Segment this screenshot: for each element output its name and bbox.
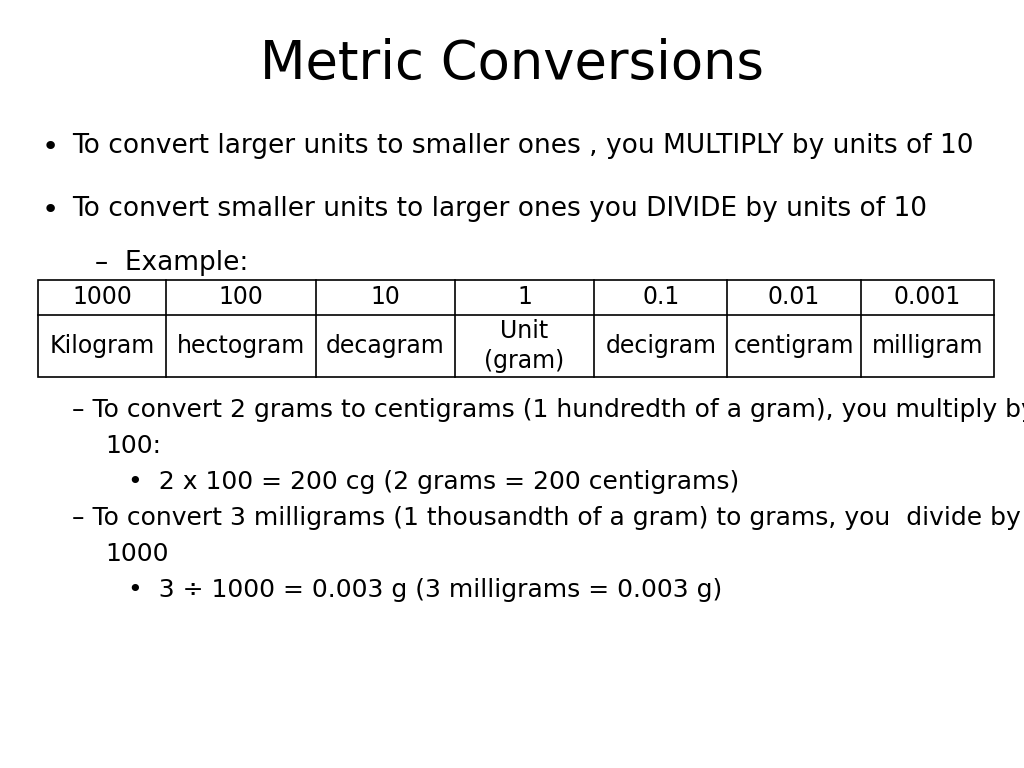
Text: 100:: 100: bbox=[105, 434, 161, 458]
Text: •  3 ÷ 1000 = 0.003 g (3 milligrams = 0.003 g): • 3 ÷ 1000 = 0.003 g (3 milligrams = 0.0… bbox=[128, 578, 722, 602]
Text: •: • bbox=[42, 196, 59, 224]
Text: 0.01: 0.01 bbox=[768, 286, 820, 310]
Text: Metric Conversions: Metric Conversions bbox=[260, 38, 764, 90]
Text: – To convert 2 grams to centigrams (1 hundredth of a gram), you multiply by: – To convert 2 grams to centigrams (1 hu… bbox=[72, 398, 1024, 422]
Text: To convert larger units to smaller ones , you MULTIPLY by units of 10: To convert larger units to smaller ones … bbox=[72, 133, 974, 159]
Text: 1000: 1000 bbox=[105, 542, 169, 566]
Text: 0.001: 0.001 bbox=[894, 286, 961, 310]
Text: hectogram: hectogram bbox=[177, 334, 305, 358]
Bar bbox=[38, 280, 994, 377]
Text: Kilogram: Kilogram bbox=[49, 334, 155, 358]
Text: 1: 1 bbox=[517, 286, 532, 310]
Text: milligram: milligram bbox=[871, 334, 983, 358]
Text: 10: 10 bbox=[371, 286, 400, 310]
Text: – To convert 3 milligrams (1 thousandth of a gram) to grams, you  divide by: – To convert 3 milligrams (1 thousandth … bbox=[72, 506, 1021, 530]
Text: decigram: decigram bbox=[605, 334, 717, 358]
Text: To convert smaller units to larger ones you DIVIDE by units of 10: To convert smaller units to larger ones … bbox=[72, 196, 927, 222]
Text: 100: 100 bbox=[218, 286, 263, 310]
Text: •  2 x 100 = 200 cg (2 grams = 200 centigrams): • 2 x 100 = 200 cg (2 grams = 200 centig… bbox=[128, 470, 739, 494]
Text: Unit
(gram): Unit (gram) bbox=[484, 319, 564, 372]
Text: 1000: 1000 bbox=[72, 286, 132, 310]
Text: •: • bbox=[42, 133, 59, 161]
Text: centigram: centigram bbox=[734, 334, 854, 358]
Text: decagram: decagram bbox=[326, 334, 444, 358]
Text: –  Example:: – Example: bbox=[95, 250, 249, 276]
Text: 0.1: 0.1 bbox=[642, 286, 680, 310]
